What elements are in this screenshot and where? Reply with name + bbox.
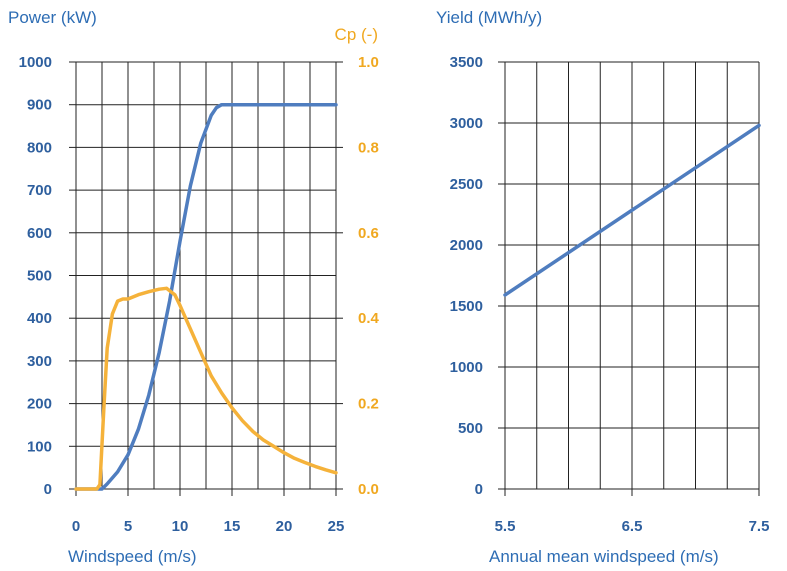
annual-windspeed-axis-title: Annual mean windspeed (m/s) <box>489 547 719 566</box>
y2-tick-label: 0.0 <box>358 481 379 498</box>
power-series-line <box>74 102 338 491</box>
x-tick-label: 25 <box>328 518 345 535</box>
x-tick-label: 15 <box>224 518 241 535</box>
yield-axis-title: Yield (MWh/y) <box>436 8 542 27</box>
y-tick-label: 1000 <box>19 54 52 71</box>
y2-tick-label: 0.8 <box>358 139 379 156</box>
y-tick-label: 2000 <box>450 237 483 254</box>
y2-tick-label: 1.0 <box>358 54 379 71</box>
y-tick-label: 400 <box>27 310 52 327</box>
y-tick-label: 900 <box>27 97 52 114</box>
y-tick-label: 500 <box>458 420 483 437</box>
y-tick-label: 1000 <box>450 359 483 376</box>
power-chart: 0 100 200 300 400 500 600 700 800 900 1000 0 5 10 15 20… <box>8 8 380 566</box>
x-tick-label: 6.5 <box>622 518 643 535</box>
x-tick-label: 0 <box>72 518 80 535</box>
x-tick-label: 5.5 <box>495 518 516 535</box>
y-tick-label: 600 <box>27 225 52 242</box>
x-tick-label: 10 <box>172 518 189 535</box>
y-tick-label: 1500 <box>450 298 483 315</box>
y-tick-label: 200 <box>27 396 52 413</box>
yield-series-line <box>503 123 761 297</box>
y-tick-label: 100 <box>27 438 52 455</box>
y-tick-label: 3500 <box>450 54 483 71</box>
y-tick-label: 2500 <box>450 176 483 193</box>
y2-tick-label: 0.2 <box>358 396 379 413</box>
yield-chart-series <box>503 123 761 297</box>
cp-axis-title: Cp (-) <box>335 25 378 44</box>
y2-tick-label: 0.6 <box>358 225 379 242</box>
y-tick-label: 500 <box>27 268 52 285</box>
power-chart-series <box>74 102 338 491</box>
yield-chart-grid <box>498 61 760 496</box>
power-chart-ticks: 0 100 200 300 400 500 600 700 800 900 1000 0 5 10 15 20… <box>19 54 380 535</box>
yield-chart-ticks: 0 500 1000 1500 2000 2500 3000 3500 5.5 6.5 7.5 <box>450 54 770 535</box>
cp-series-line <box>74 286 338 491</box>
x-tick-label: 7.5 <box>749 518 770 535</box>
x-tick-label: 5 <box>124 518 132 535</box>
y-tick-label: 0 <box>44 481 52 498</box>
windspeed-axis-title: Windspeed (m/s) <box>68 547 196 566</box>
y-tick-label: 300 <box>27 353 52 370</box>
y-tick-label: 0 <box>475 481 483 498</box>
y-tick-label: 700 <box>27 182 52 199</box>
x-tick-label: 20 <box>276 518 293 535</box>
yield-chart: 0 500 1000 1500 2000 2500 3000 3500 5.5 6.5 7.5 Yi… <box>436 8 769 566</box>
y-tick-label: 3000 <box>450 115 483 132</box>
y2-tick-label: 0.4 <box>358 310 380 327</box>
power-axis-title: Power (kW) <box>8 8 97 27</box>
y-tick-label: 800 <box>27 139 52 156</box>
